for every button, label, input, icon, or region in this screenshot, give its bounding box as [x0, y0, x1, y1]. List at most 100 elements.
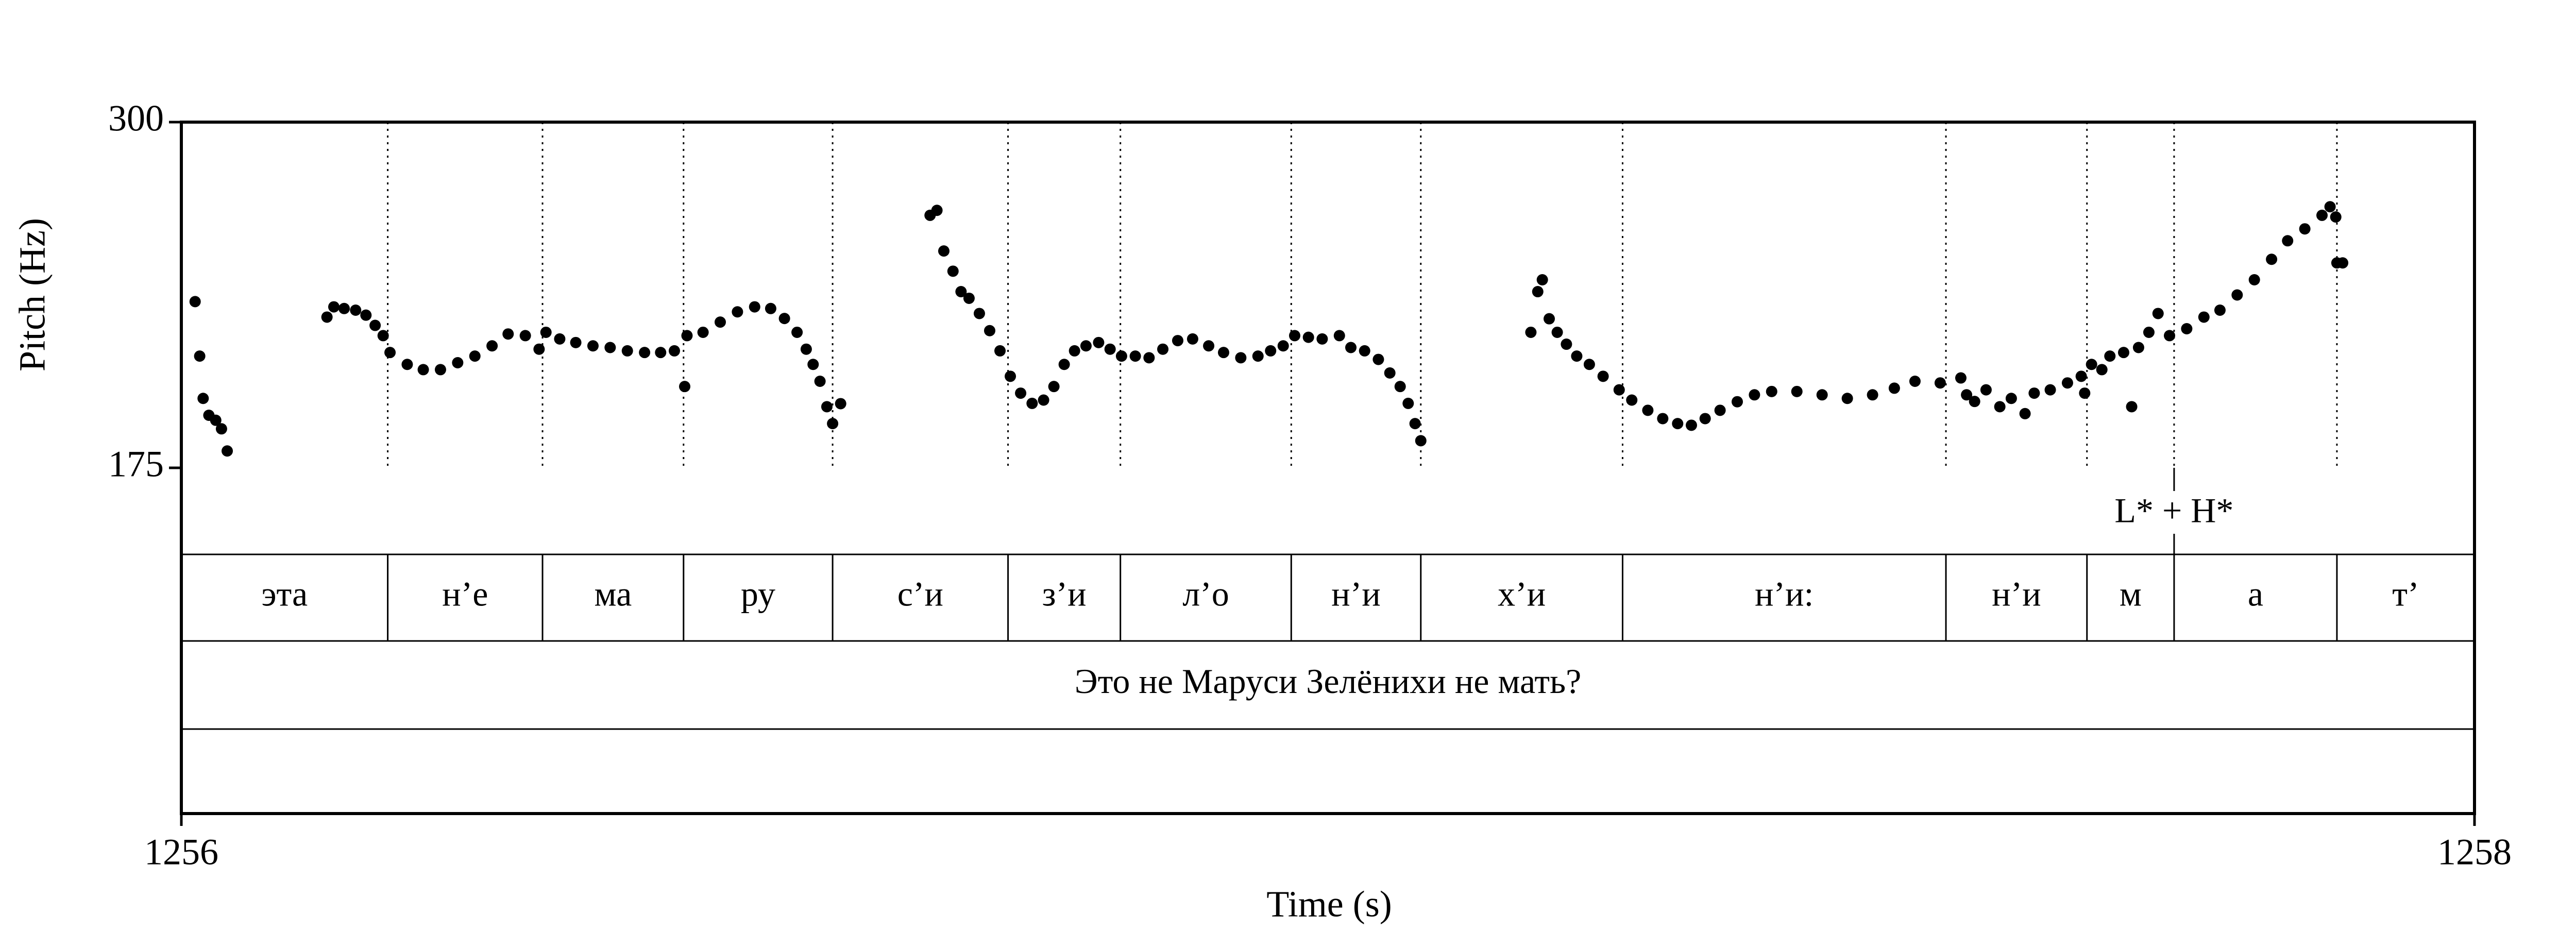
pitch-point — [2337, 257, 2349, 269]
pitch-point — [1402, 397, 1414, 409]
pitch-point — [1551, 326, 1563, 338]
pitch-point — [1333, 330, 1345, 342]
y-tick-label: 175 — [108, 444, 164, 485]
pitch-point — [1791, 385, 1803, 397]
syllable-label: эта — [261, 574, 308, 614]
x-tick-label: 1256 — [144, 832, 218, 873]
pitch-point — [452, 357, 464, 369]
pitch-point — [2104, 350, 2116, 362]
pitch-point — [1235, 352, 1247, 364]
pitch-point — [955, 286, 967, 298]
pitch-point — [2164, 330, 2176, 342]
pitch-point — [1816, 389, 1828, 401]
pitch-point — [604, 342, 616, 353]
pitch-point — [1143, 352, 1155, 364]
pitch-point — [1934, 377, 1946, 389]
pitch-point — [338, 302, 350, 314]
pitch-point — [1642, 404, 1654, 416]
pitch-point — [2061, 377, 2073, 389]
pitch-point — [540, 326, 552, 338]
pitch-point — [2316, 209, 2328, 221]
pitch-point — [679, 381, 690, 393]
pitch-point — [1561, 339, 1572, 350]
pitch-point — [434, 364, 446, 376]
pitch-point — [1841, 393, 1853, 404]
pitch-point — [2214, 305, 2226, 316]
pitch-point — [328, 301, 340, 313]
pitch-point — [1955, 372, 1967, 384]
tone-label: L* + H* — [2114, 491, 2233, 530]
syllable-label: ма — [595, 574, 632, 614]
pitch-point — [1732, 396, 1743, 408]
syllable-label: н’и — [1992, 574, 2041, 614]
pitch-point — [1699, 413, 1711, 425]
pitch-point — [2266, 253, 2278, 265]
pitch-point — [2096, 364, 2108, 376]
pitch-point — [2152, 308, 2164, 319]
pitch-point — [639, 347, 651, 359]
pitch-point — [2248, 274, 2260, 285]
pitch-point — [2005, 393, 2017, 404]
pitch-point — [1536, 274, 1548, 285]
pitch-point — [2079, 387, 2091, 399]
pitch-point — [1909, 375, 1921, 387]
pitch-point — [697, 326, 709, 338]
pitch-point — [1415, 435, 1427, 447]
pitch-point — [947, 265, 959, 277]
pitch-point — [321, 311, 333, 323]
pitch-point — [2299, 223, 2311, 235]
pitch-point — [1525, 326, 1537, 338]
pitch-point — [570, 336, 582, 348]
pitch-point — [2324, 201, 2336, 213]
pitch-point — [994, 345, 1006, 357]
syllable-label: с’и — [897, 574, 943, 614]
pitch-point — [1372, 353, 1384, 365]
syllable-label: т’ — [2392, 574, 2419, 614]
pitch-point — [1187, 333, 1198, 345]
pitch-point — [2086, 359, 2097, 370]
pitch-point — [963, 292, 975, 304]
pitch-point — [1961, 389, 1973, 401]
pitch-point — [2282, 235, 2294, 247]
pitch-point — [1597, 370, 1609, 382]
pitch-point — [1038, 394, 1049, 406]
pitch-point — [1980, 384, 1992, 396]
pitch-point — [621, 345, 633, 357]
pitch-point — [1217, 347, 1229, 359]
pitch-point — [827, 418, 839, 430]
pitch-point — [1394, 381, 1406, 393]
pitch-point — [807, 359, 819, 370]
pitch-point — [814, 375, 826, 387]
pitch-point — [1626, 394, 1638, 406]
syllable-label: а — [2248, 574, 2263, 614]
pitch-point — [469, 350, 481, 362]
pitch-point — [350, 305, 362, 316]
pitch-point — [222, 445, 233, 457]
syllable-label: з’и — [1042, 574, 1087, 614]
pitch-point — [1571, 350, 1583, 362]
pitch-point — [360, 309, 372, 321]
pitch-point — [384, 347, 396, 359]
syllable-label: х’и — [1498, 574, 1546, 614]
pitch-point — [1613, 384, 1625, 396]
pitch-point — [1026, 397, 1038, 409]
pitch-point — [1749, 389, 1760, 401]
pitch-point — [2044, 384, 2056, 396]
pitch-point — [973, 308, 985, 319]
pitch-point — [1714, 404, 1726, 416]
pitch-point — [1994, 401, 2006, 413]
pitch-point — [2075, 370, 2087, 382]
x-axis-label: Time (s) — [1266, 884, 1392, 925]
pitch-point — [1583, 359, 1595, 370]
pitch-point — [1888, 382, 1900, 394]
pitch-point — [486, 340, 498, 352]
pitch-point — [1672, 418, 1684, 430]
pitch-point — [1969, 396, 1980, 408]
pitch-point — [417, 364, 429, 376]
pitch-point — [1384, 367, 1396, 379]
pitch-point — [2198, 311, 2210, 323]
pitch-point — [732, 306, 743, 318]
pitch-point — [210, 414, 222, 426]
pitch-point — [2330, 211, 2342, 223]
pitch-point — [2117, 347, 2129, 359]
